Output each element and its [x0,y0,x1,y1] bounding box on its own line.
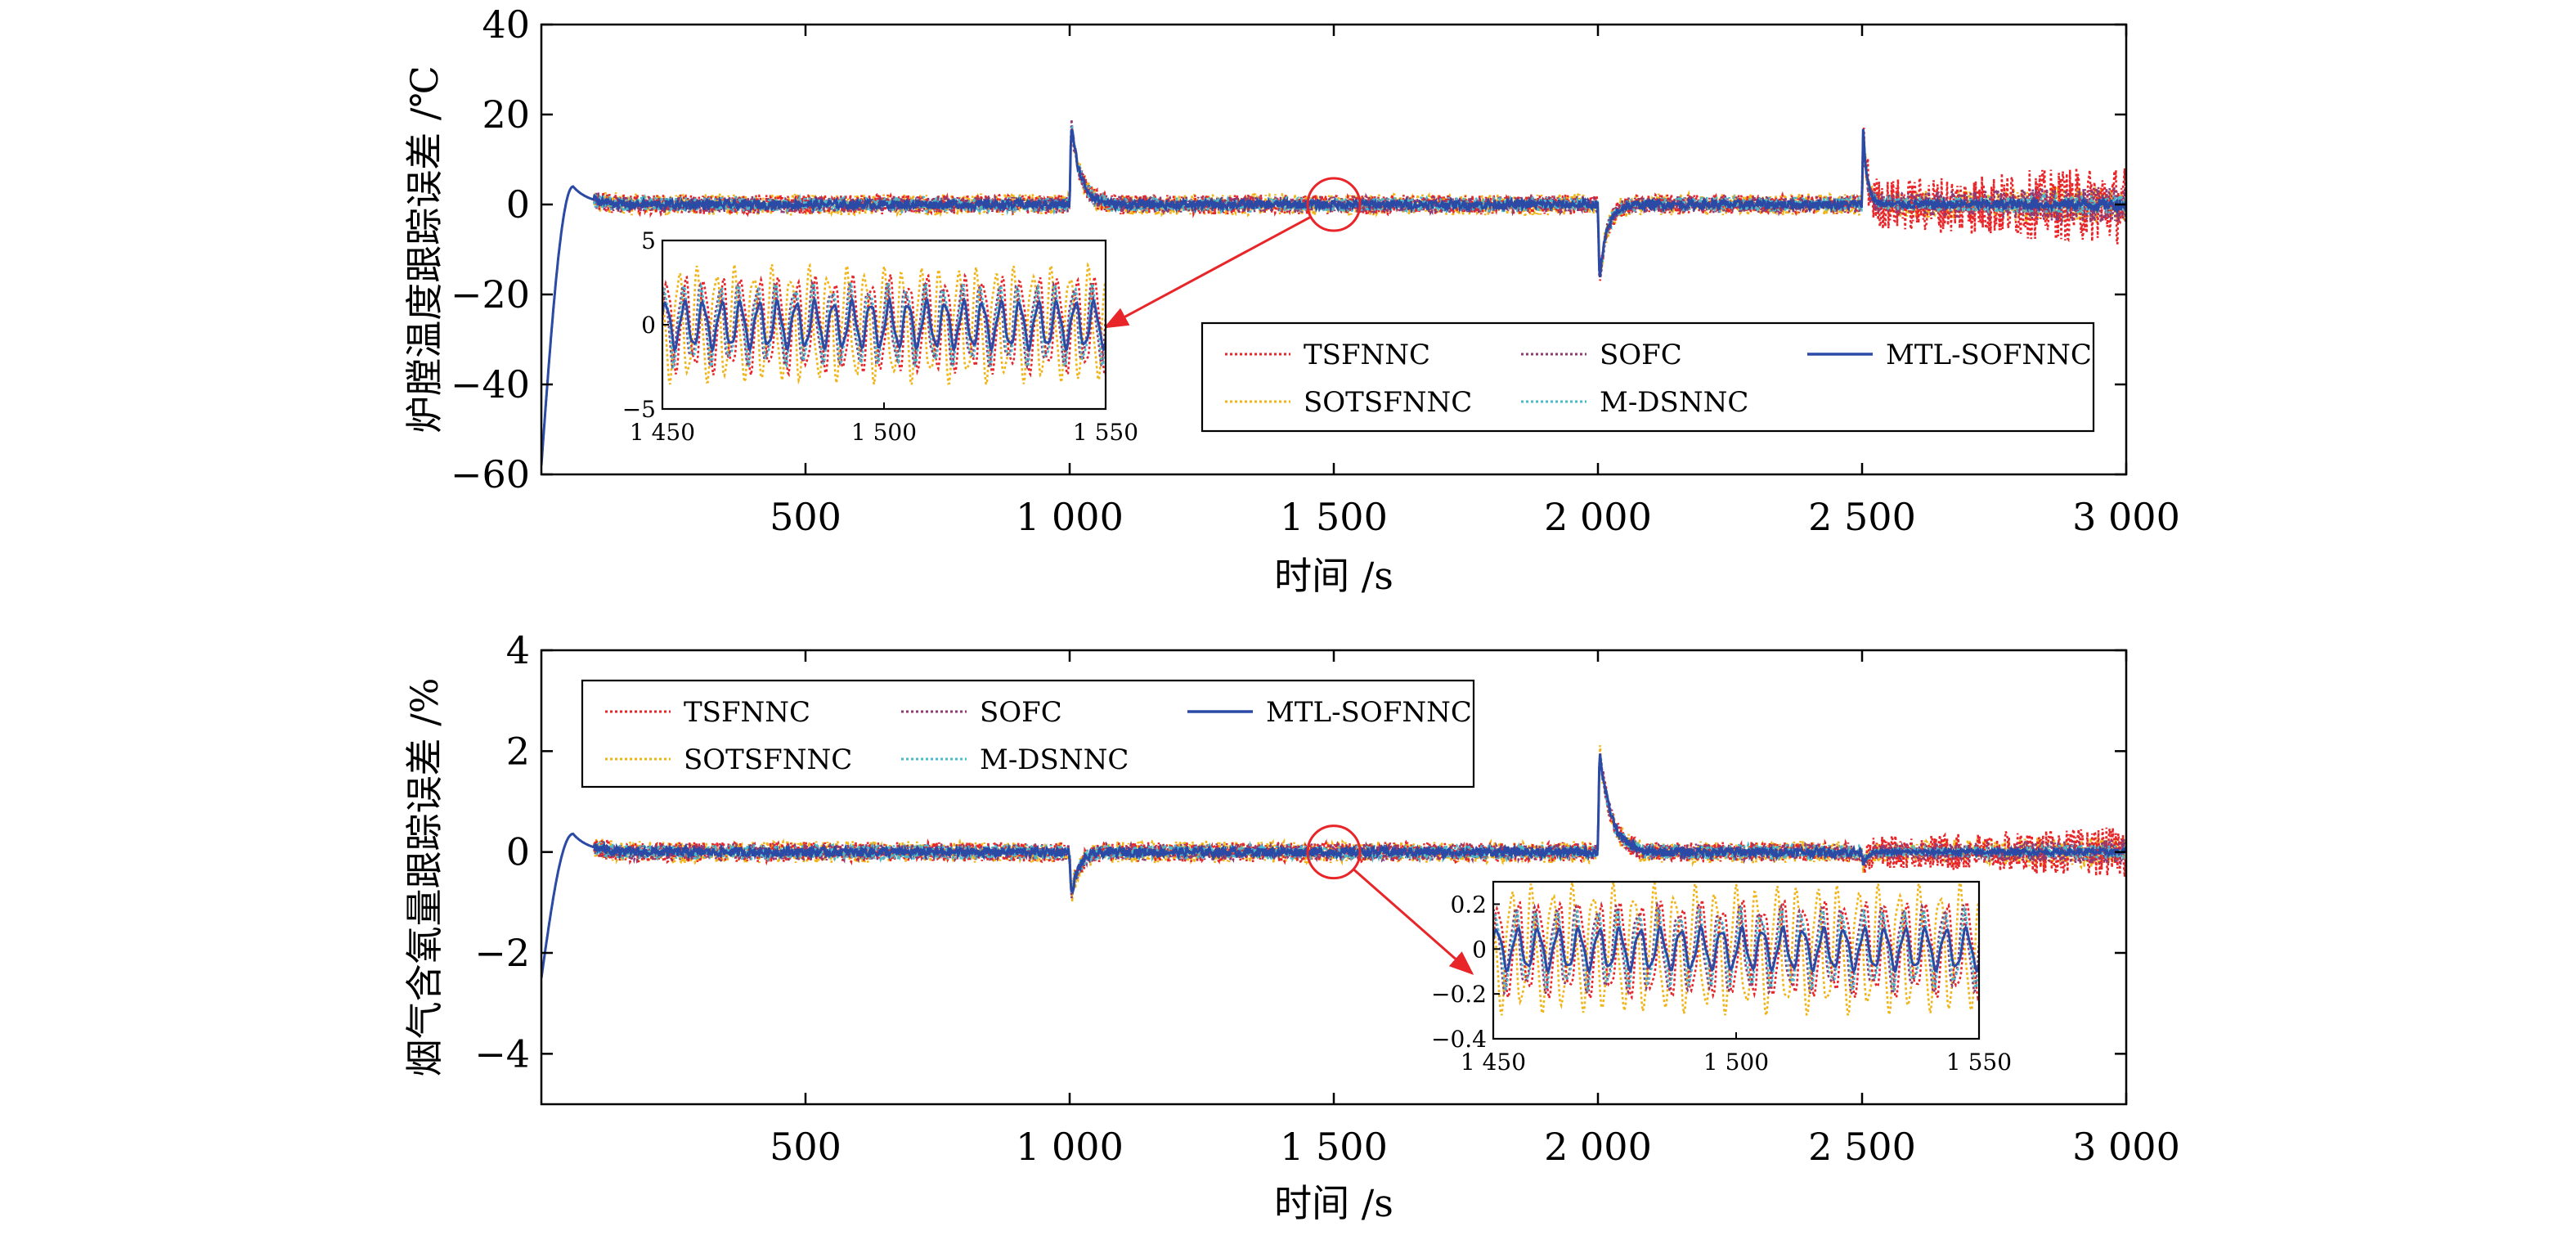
x-axis-label: 时间 /s [1274,1181,1393,1225]
y-tick-label: −4 [474,1031,530,1076]
y-tick-label: 2 [506,729,530,773]
y-tick-label: 4 [506,628,530,672]
legend-label-sotsfnnc: SOTSFNNC [1304,386,1472,419]
x-tick-label: 2 000 [1544,495,1652,539]
x-tick-label: 2 500 [1808,1125,1916,1169]
inset-series-line-mtl-sofnnc [662,296,1106,354]
x-tick-label: 1 000 [1016,495,1124,539]
x-tick-label: 500 [770,1125,841,1169]
inset-x-tick-label: 1 450 [1461,1049,1526,1076]
legend-label-m-dsnnc: M-DSNNC [980,744,1129,776]
inset-y-tick-label: −0.4 [1431,1026,1487,1053]
y-tick-label: −60 [451,452,530,496]
legend-box [1200,321,2095,433]
y-axis-label: 炉膛温度跟踪误差 /℃ [402,65,447,434]
inset-y-tick-label: −5 [622,396,656,423]
y-tick-label: −2 [474,931,530,975]
legend-label-sotsfnnc: SOTSFNNC [684,744,852,776]
x-tick-label: 1 500 [1280,1125,1388,1169]
x-tick-label: 2 500 [1808,495,1916,539]
x-axis-label: 时间 /s [1274,554,1393,598]
chart-panel-2: 500 1 000 1 500 2 000 2 500 3 000 −4 −2 0 2 4 时间 /s… [402,628,2180,1225]
y-tick-label: −20 [451,272,530,317]
inset-zoom: 1 450 1 500 1 550 −0.4 −0.2 0 0.2 [1431,880,2012,1076]
legend-label-sofc: SOFC [980,696,1062,729]
inset-x-tick-label: 1 450 [630,419,695,446]
series-line-mtl-sofnnc [541,128,2126,466]
chart-panel-1: 500 1 000 1 500 2 000 2 500 3 000 −60 −40 −20 0 20… [402,2,2180,598]
series-line-mtl-sofnnc [541,753,2126,979]
inset-y-tick-label: 0.2 [1450,891,1487,918]
zoom-arrow [1353,868,1474,975]
x-tick-label: 1 000 [1016,1125,1124,1169]
y-tick-label: 40 [482,2,530,47]
legend-label-tsfnnc: TSFNNC [1304,339,1430,371]
legend-label-sofc: SOFC [1600,339,1682,371]
plot-area [541,745,2126,979]
legend-label-mtl-sofnnc: MTL-SOFNNC [1266,696,1472,729]
inset-x-tick-label: 1 500 [1703,1049,1769,1076]
inset-y-tick-label: 5 [641,227,656,254]
legend-label-m-dsnnc: M-DSNNC [1600,386,1748,419]
legend-label-mtl-sofnnc: MTL-SOFNNC [1886,339,2092,371]
inset-background [1493,882,1979,1039]
inset-series-line-sotsfnnc [1493,882,1979,1016]
x-tick-label: 3 000 [2072,495,2180,539]
inset-series-line-mtl-sofnnc [1493,923,1979,975]
legend-label-tsfnnc: TSFNNC [684,696,810,729]
legend-box [581,679,1475,788]
y-tick-label: 0 [506,830,530,874]
y-tick-label: 0 [506,182,530,227]
zoom-highlight-circle [1306,824,1362,880]
zoom-arrow [1103,215,1312,329]
inset-y-tick-label: 0 [641,312,656,339]
x-tick-label: 2 000 [1544,1125,1652,1169]
x-tick-label: 1 500 [1280,495,1388,539]
inset-zoom: 1 450 1 500 1 550 −5 0 5 [622,227,1138,446]
inset-x-tick-label: 1 550 [1073,419,1138,446]
inset-series-line-tsfnnc [662,272,1106,378]
y-tick-label: 20 [482,92,530,137]
zoom-highlight-circle [1306,177,1362,232]
y-tick-label: −40 [451,362,530,407]
inset-y-tick-label: −0.2 [1431,981,1487,1008]
x-tick-label: 3 000 [2072,1125,2180,1169]
series-line-sofc [541,119,2126,466]
x-tick-label: 500 [770,495,841,539]
inset-y-tick-label: 0 [1472,936,1487,963]
plot-area [541,119,2126,466]
legend: TSFNNC SOFC MTL-SOFNNC SOTSFNNC M-DSNNC [1200,321,2095,433]
y-axis-label: 烟气含氧量跟踪误差 /% [402,678,447,1077]
inset-series-line-sofc [1493,901,1979,998]
inset-x-tick-label: 1 550 [1946,1049,2012,1076]
legend: TSFNNC SOFC MTL-SOFNNC SOTSFNNC M-DSNNC [581,679,1475,788]
inset-x-tick-label: 1 500 [851,419,917,446]
